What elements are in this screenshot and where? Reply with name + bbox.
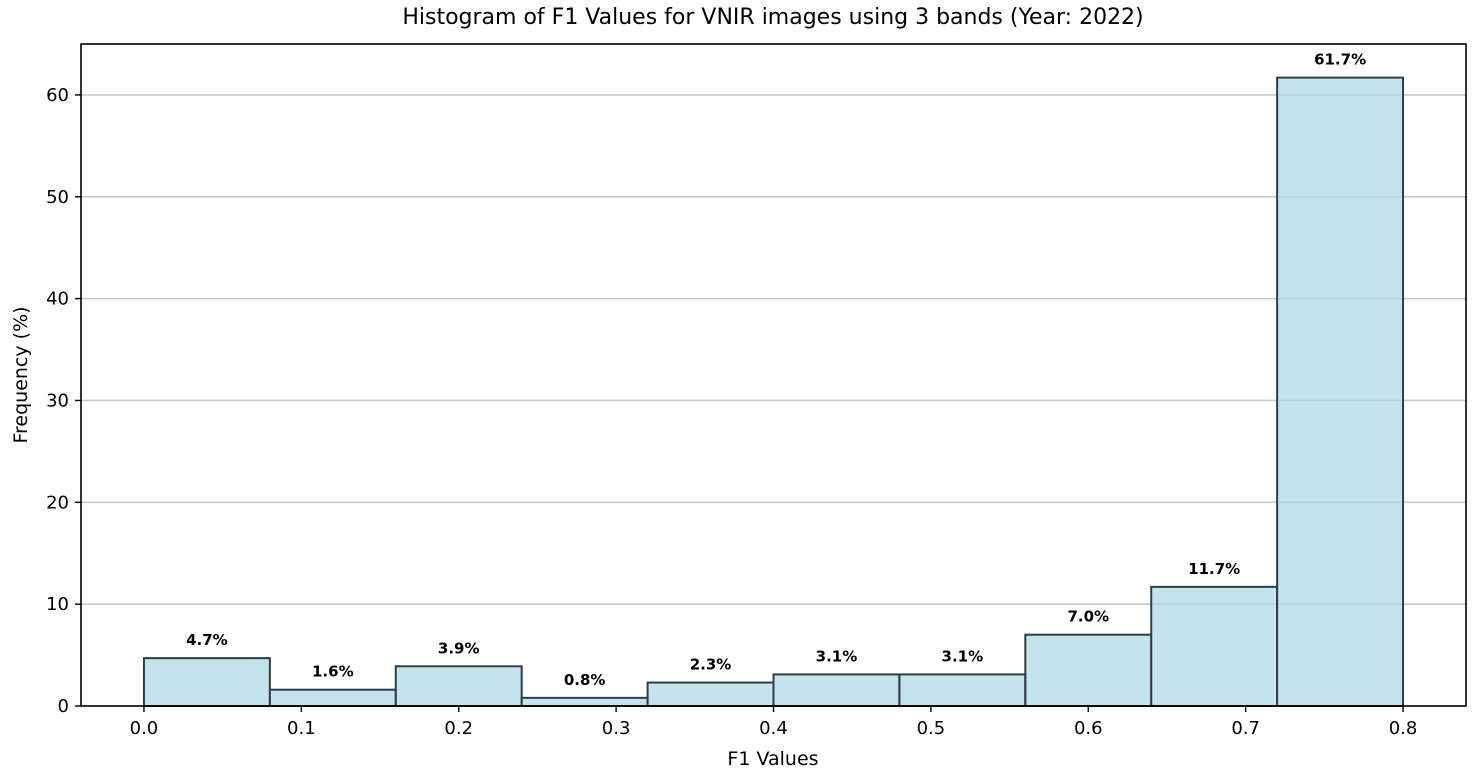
histogram-bar (268, 688, 397, 707)
histogram-bar (394, 665, 523, 708)
y-tick-label: 10 (46, 594, 69, 615)
y-tick-label: 30 (46, 390, 69, 411)
y-tick-label: 0 (58, 696, 69, 717)
bar-value-label: 2.3% (690, 656, 732, 674)
grid-lines (81, 94, 1466, 605)
x-tick-label: 0.6 (1074, 718, 1103, 739)
histogram-bar (772, 673, 901, 707)
x-tick-label: 0.8 (1389, 718, 1418, 739)
y-axis-label: Frequency (%) (10, 306, 32, 443)
y-tick-label: 40 (46, 289, 69, 310)
histogram-bar (520, 696, 649, 707)
x-tick-label: 0.5 (917, 718, 946, 739)
bar-labels: 4.7% 1.6% 3.9% 0.8% 2.3% 3.1% 3.1% 7.0% 11.7% 61.… (186, 51, 1366, 689)
y-tick-label: 60 (46, 85, 69, 106)
bar-value-label: 0.8% (564, 671, 606, 689)
x-tick-label: 0.4 (759, 718, 788, 739)
x-tick-label: 0.0 (130, 718, 159, 739)
histogram-bar (898, 673, 1027, 707)
bar-value-label: 1.6% (312, 663, 354, 681)
histogram-bar (1276, 76, 1405, 707)
bar-value-label: 61.7% (1314, 51, 1366, 69)
x-axis-ticks: 0.0 0.1 0.2 0.3 0.4 0.5 0.6 0.7 0.8 (130, 706, 1418, 739)
x-tick-label: 0.1 (287, 718, 316, 739)
x-axis-label: F1 Values (727, 748, 818, 770)
histogram-bar (1150, 585, 1279, 708)
bar-value-label: 3.1% (942, 647, 984, 665)
bar-value-label: 3.9% (438, 639, 480, 657)
x-tick-label: 0.3 (602, 718, 631, 739)
bar-value-label: 7.0% (1067, 608, 1109, 626)
bar-value-label: 4.7% (186, 631, 228, 649)
y-tick-label: 50 (46, 187, 69, 208)
chart-title: Histogram of F1 Values for VNIR images u… (402, 5, 1143, 30)
bar-value-label: 3.1% (816, 647, 858, 665)
histogram-bar (142, 657, 271, 708)
y-tick-label: 20 (46, 492, 69, 513)
histogram-bar (1024, 633, 1153, 708)
x-tick-label: 0.2 (444, 718, 473, 739)
y-axis-ticks: 0 10 20 30 40 50 60 (46, 85, 81, 717)
x-tick-label: 0.7 (1231, 718, 1260, 739)
bars (142, 76, 1405, 708)
histogram-bar (646, 681, 775, 707)
bar-value-label: 11.7% (1188, 560, 1240, 578)
